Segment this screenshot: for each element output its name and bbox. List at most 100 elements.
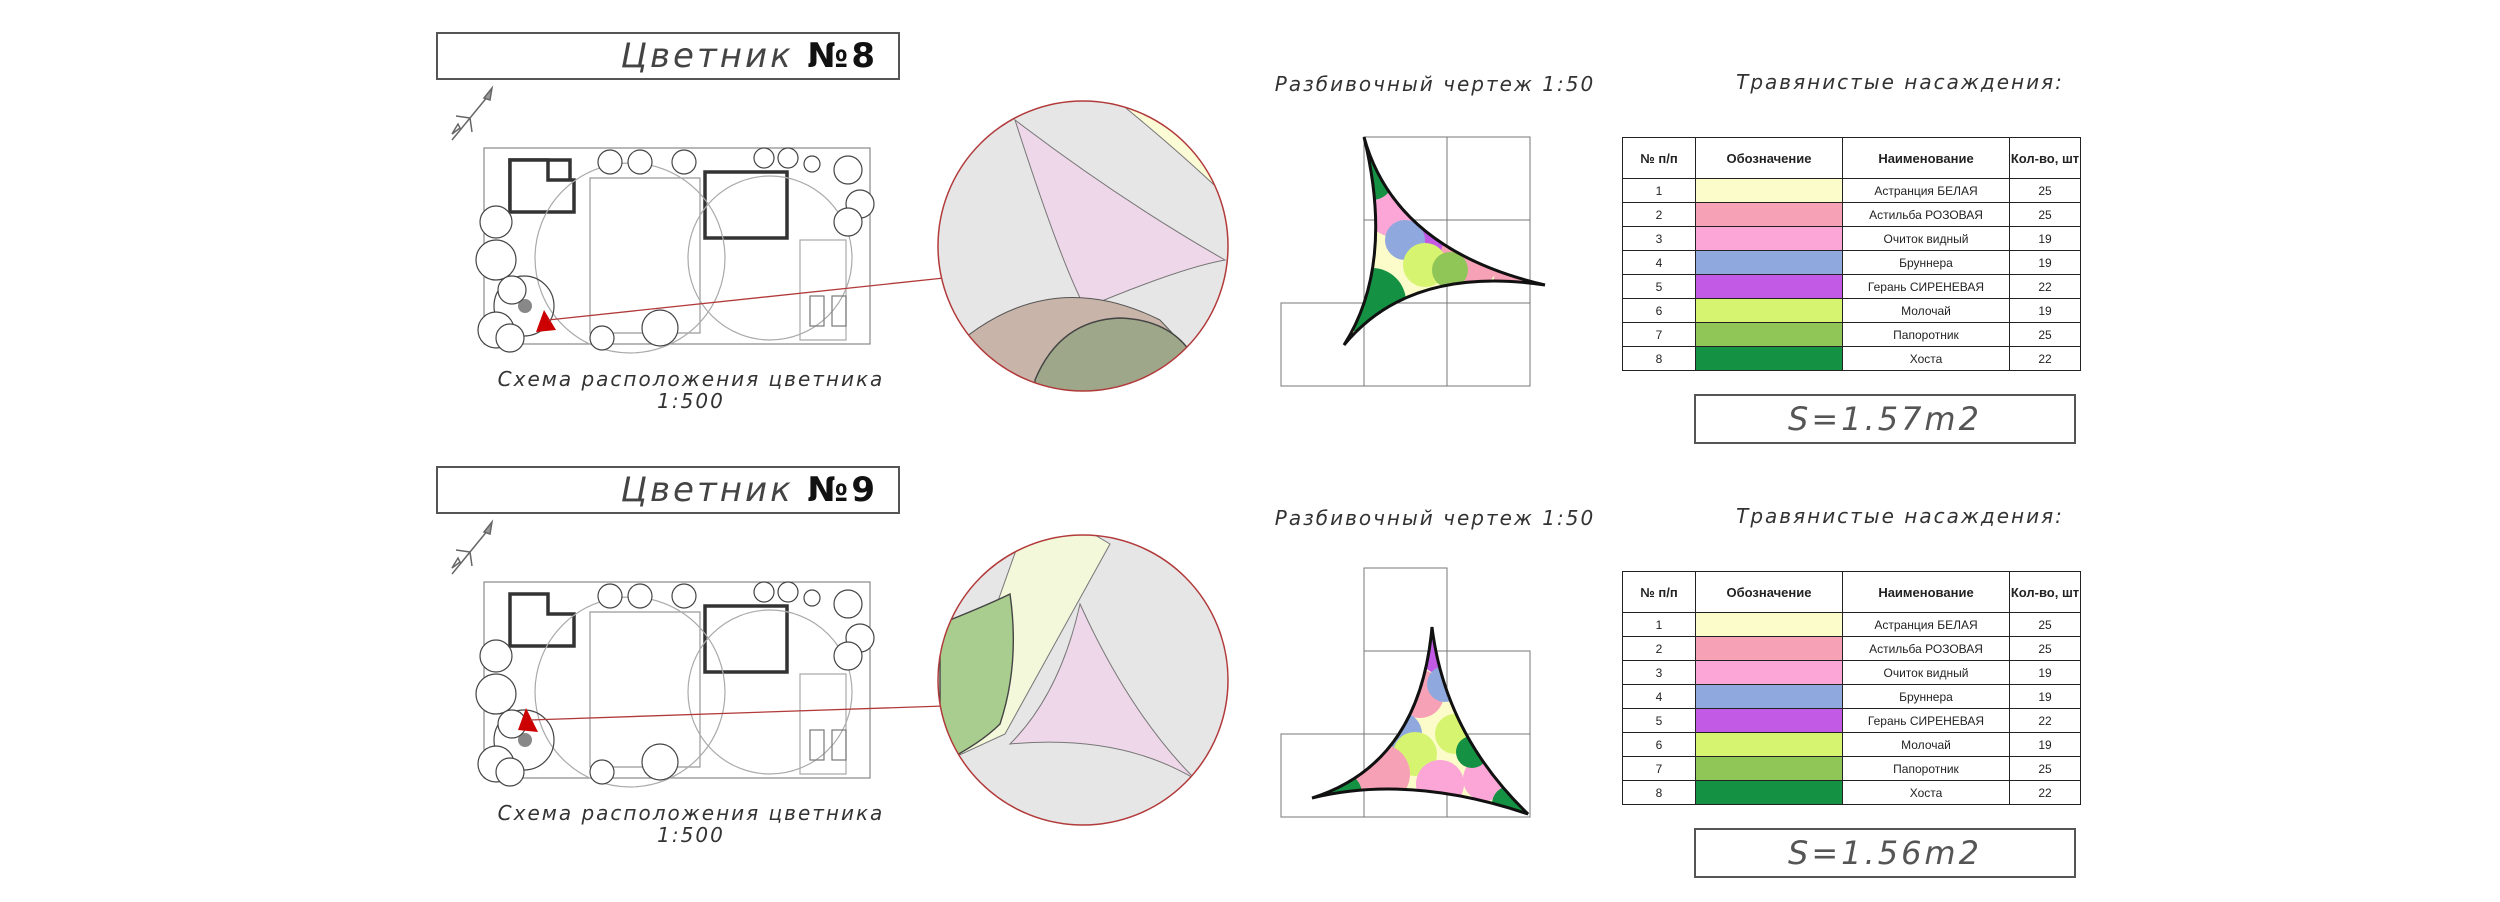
plant-qty: 19 <box>2009 732 2081 757</box>
flowerbed-sheet-9: Цветник №9 <box>0 434 2500 885</box>
plant-qty: 19 <box>2009 250 2081 275</box>
flowerbed-location-marker <box>536 310 556 332</box>
plant-qty: 25 <box>2009 612 2081 637</box>
row-number: 8 <box>1622 780 1696 805</box>
plant-name: Астранция БЕЛАЯ <box>1842 612 2010 637</box>
color-swatch <box>1695 756 1843 781</box>
site-plan <box>483 147 871 354</box>
row-number: 6 <box>1622 298 1696 323</box>
plant-name: Астранция БЕЛАЯ <box>1842 178 2010 203</box>
row-number: 3 <box>1622 660 1696 685</box>
row-number: 1 <box>1622 612 1696 637</box>
drawing-caption: Разбивочный чертеж 1:50 <box>1274 72 1596 96</box>
plants-caption: Травянистые насаждения: <box>1736 504 2064 528</box>
north-arrow-icon <box>451 85 494 141</box>
plant-name: Молочай <box>1842 732 2010 757</box>
trees <box>475 581 875 787</box>
zoom-detail <box>938 535 1228 825</box>
plants-table-header: № п/п Обозначение Наименование Кол-во, ш… <box>1622 571 2081 613</box>
plant-name: Хоста <box>1842 780 2010 805</box>
area-box: S=1.56m2 <box>1694 828 2076 878</box>
plant-name: Молочай <box>1842 298 2010 323</box>
plant-qty: 19 <box>2009 298 2081 323</box>
plant-qty: 25 <box>2009 322 2081 347</box>
plant-qty: 22 <box>2009 274 2081 299</box>
area-value: S=1.57m2 <box>1788 400 1982 438</box>
row-number: 2 <box>1622 202 1696 227</box>
color-swatch <box>1695 636 1843 661</box>
row-number: 7 <box>1622 322 1696 347</box>
plant-qty: 25 <box>2009 636 2081 661</box>
site-plan-and-drawing <box>451 519 1531 826</box>
plant-name: Очиток видный <box>1842 226 2010 251</box>
table-row: 8 Хоста 22 <box>1622 346 2081 371</box>
color-swatch <box>1695 732 1843 757</box>
site-plan-and-drawing <box>451 85 1546 392</box>
row-number: 1 <box>1622 178 1696 203</box>
plant-name: Папоротник <box>1842 756 2010 781</box>
table-row: 2 Астильба РОЗОВАЯ 25 <box>1622 636 2081 661</box>
plant-qty: 19 <box>2009 226 2081 251</box>
table-row: 8 Хоста 22 <box>1622 780 2081 805</box>
flowerbed-title-box: Цветник №9 <box>436 466 900 514</box>
color-swatch <box>1695 612 1843 637</box>
row-number: 8 <box>1622 346 1696 371</box>
table-row: 6 Молочай 19 <box>1622 732 2081 757</box>
plants-table: № п/п Обозначение Наименование Кол-во, ш… <box>1622 571 2081 805</box>
color-swatch <box>1695 346 1843 371</box>
trees <box>475 147 875 353</box>
color-swatch <box>1695 322 1843 347</box>
table-row: 2 Астильба РОЗОВАЯ 25 <box>1622 202 2081 227</box>
color-swatch <box>1695 708 1843 733</box>
color-swatch <box>1695 274 1843 299</box>
plant-name: Бруннера <box>1842 684 2010 709</box>
plant-name: Астильба РОЗОВАЯ <box>1842 636 2010 661</box>
color-swatch <box>1695 250 1843 275</box>
plant-name: Хоста <box>1842 346 2010 371</box>
table-row: 3 Очиток видный 19 <box>1622 226 2081 251</box>
north-arrow-icon <box>451 519 494 575</box>
color-swatch <box>1695 660 1843 685</box>
table-row: 1 Астранция БЕЛАЯ 25 <box>1622 612 2081 637</box>
area-box: S=1.57m2 <box>1694 394 2076 444</box>
color-swatch <box>1695 226 1843 251</box>
flowerbed-location-marker <box>518 708 538 732</box>
plant-name: Очиток видный <box>1842 660 2010 685</box>
table-row: 7 Папоротник 25 <box>1622 322 2081 347</box>
table-row: 7 Папоротник 25 <box>1622 756 2081 781</box>
plant-qty: 22 <box>2009 708 2081 733</box>
scheme-caption: Схема расположения цветника 1:500 <box>497 801 885 847</box>
zoom-circle <box>937 100 1229 392</box>
color-swatch <box>1695 780 1843 805</box>
leader-line <box>529 705 945 721</box>
zoom-circle <box>937 534 1229 826</box>
row-number: 5 <box>1622 274 1696 299</box>
scheme-caption: Схема расположения цветника 1:500 <box>497 367 885 413</box>
drawing-caption: Разбивочный чертеж 1:50 <box>1274 506 1596 530</box>
zoom-detail <box>938 101 1228 391</box>
table-row: 5 Герань СИРЕНЕВАЯ 22 <box>1622 274 2081 299</box>
table-row: 4 Бруннера 19 <box>1622 684 2081 709</box>
table-row: 6 Молочай 19 <box>1622 298 2081 323</box>
plants-table-header: № п/п Обозначение Наименование Кол-во, ш… <box>1622 137 2081 179</box>
plants-table: № п/п Обозначение Наименование Кол-во, ш… <box>1622 137 2081 371</box>
plant-name: Папоротник <box>1842 322 2010 347</box>
table-row: 3 Очиток видный 19 <box>1622 660 2081 685</box>
plant-qty: 25 <box>2009 756 2081 781</box>
row-number: 6 <box>1622 732 1696 757</box>
table-row: 1 Астранция БЕЛАЯ 25 <box>1622 178 2081 203</box>
plants-caption: Травянистые насаждения: <box>1736 70 2064 94</box>
row-number: 3 <box>1622 226 1696 251</box>
flowerbed-title-box: Цветник №8 <box>436 32 900 80</box>
color-swatch <box>1695 298 1843 323</box>
plant-qty: 19 <box>2009 660 2081 685</box>
plant-qty: 19 <box>2009 684 2081 709</box>
plant-name: Бруннера <box>1842 250 2010 275</box>
color-swatch <box>1695 202 1843 227</box>
plant-name: Астильба РОЗОВАЯ <box>1842 202 2010 227</box>
plant-name: Герань СИРЕНЕВАЯ <box>1842 708 2010 733</box>
row-number: 4 <box>1622 684 1696 709</box>
row-number: 7 <box>1622 756 1696 781</box>
leader-line <box>547 277 945 321</box>
flowerbed-sheet-8: Цветник №8 <box>436 32 2081 444</box>
